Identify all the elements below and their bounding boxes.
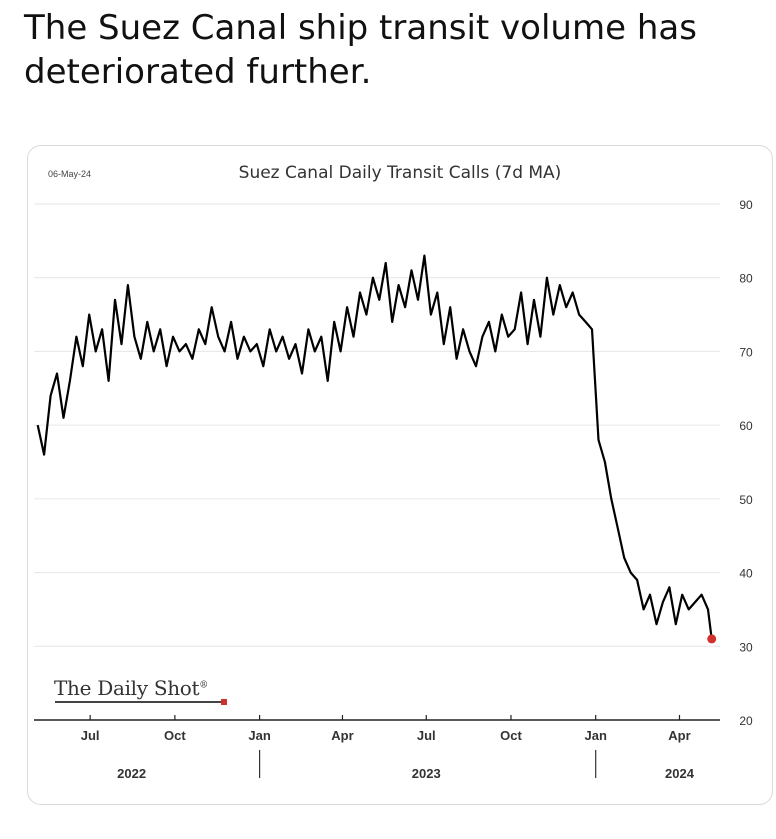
source-logo-underline bbox=[55, 701, 225, 703]
chart-card[interactable]: Suez Canal Daily Transit Calls (7d MA) 0… bbox=[27, 145, 773, 805]
date-stamp: 06-May-24 bbox=[48, 169, 91, 179]
x-tick-label: Apr bbox=[668, 728, 690, 743]
y-axis-labels: 20 30 40 50 60 70 80 90 bbox=[739, 198, 753, 728]
year-labels: 2022 2023 2024 bbox=[117, 750, 695, 781]
source-logo-dot bbox=[221, 699, 227, 705]
x-tick-label: Jul bbox=[81, 728, 100, 743]
y-tick-label: 70 bbox=[739, 345, 753, 359]
chart-title: Suez Canal Daily Transit Calls (7d MA) bbox=[239, 163, 562, 183]
x-tick-label: Jan bbox=[248, 728, 270, 743]
source-logo-mark: ® bbox=[199, 680, 208, 691]
y-tick-label: 40 bbox=[739, 567, 753, 581]
tweet-text: The Suez Canal ship transit volume has d… bbox=[24, 8, 697, 92]
source-logo: The Daily Shot® bbox=[54, 676, 208, 700]
x-tick-label: Jul bbox=[417, 728, 436, 743]
y-tick-label: 80 bbox=[739, 272, 753, 286]
grid-lines bbox=[34, 203, 720, 647]
y-tick-label: 90 bbox=[739, 198, 753, 212]
year-label: 2023 bbox=[412, 766, 441, 781]
x-tick-label: Apr bbox=[331, 728, 353, 743]
y-tick-label: 50 bbox=[739, 493, 753, 507]
last-value-marker bbox=[707, 634, 717, 644]
x-tick-label: Jan bbox=[584, 728, 606, 743]
x-tick-label: Oct bbox=[164, 728, 186, 743]
transit-calls-chart: Suez Canal Daily Transit Calls (7d MA) 0… bbox=[34, 163, 753, 781]
y-tick-label: 20 bbox=[739, 714, 753, 728]
series-line bbox=[36, 254, 713, 640]
year-label: 2024 bbox=[665, 766, 695, 781]
y-tick-label: 60 bbox=[739, 419, 753, 433]
x-tick-label: Oct bbox=[500, 728, 522, 743]
x-axis-ticks: Jul Oct Jan Apr Jul Oct Jan Apr bbox=[81, 715, 691, 743]
source-logo-text: The Daily Shot bbox=[54, 676, 200, 700]
y-tick-label: 30 bbox=[739, 640, 753, 654]
year-label: 2022 bbox=[117, 766, 146, 781]
